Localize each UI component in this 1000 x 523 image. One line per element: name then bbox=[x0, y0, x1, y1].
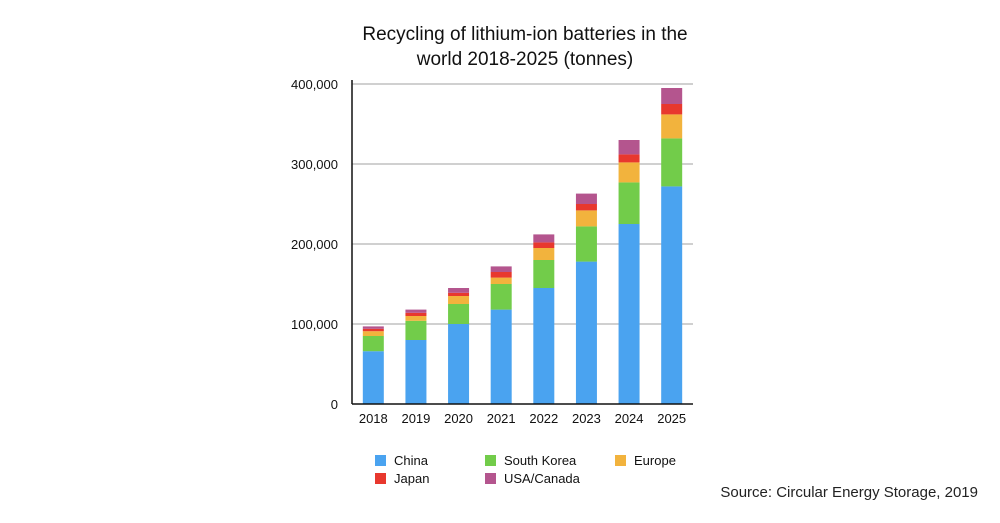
y-tick-label: 100,000 bbox=[291, 317, 338, 332]
bar-usa-canada-2023 bbox=[575, 193, 597, 204]
bar-china-2022 bbox=[533, 288, 555, 404]
bar-europe-2022 bbox=[533, 248, 555, 260]
x-tick-label: 2024 bbox=[615, 411, 644, 426]
x-tick-label: 2022 bbox=[529, 411, 558, 426]
legend-swatch bbox=[485, 472, 496, 484]
bar-japan-2025 bbox=[661, 104, 683, 115]
legend: China South Korea Europe Japan USA/Canada bbox=[375, 452, 705, 486]
bar-south-korea-2021 bbox=[490, 284, 512, 310]
bar-japan-2020 bbox=[448, 292, 470, 296]
bar-japan-2018 bbox=[362, 328, 384, 332]
bar-china-2021 bbox=[490, 309, 512, 404]
bar-china-2023 bbox=[575, 261, 597, 404]
legend-swatch bbox=[615, 454, 626, 466]
legend-item: South Korea bbox=[485, 452, 615, 468]
bar-south-korea-2025 bbox=[661, 138, 683, 187]
bar-usa-canada-2018 bbox=[362, 326, 384, 329]
x-tick-label: 2020 bbox=[444, 411, 473, 426]
x-tick-label: 2023 bbox=[572, 411, 601, 426]
bar-europe-2019 bbox=[405, 316, 427, 321]
bar-china-2018 bbox=[362, 351, 384, 404]
bar-south-korea-2018 bbox=[362, 336, 384, 352]
chart-title: Recycling of lithium-ion batteries in th… bbox=[362, 24, 688, 70]
bar-japan-2022 bbox=[533, 242, 555, 248]
y-tick-label: 0 bbox=[331, 397, 338, 412]
bar-usa-canada-2025 bbox=[661, 88, 683, 104]
legend-swatch bbox=[375, 472, 386, 484]
legend-label: South Korea bbox=[504, 452, 577, 468]
bar-china-2020 bbox=[448, 324, 470, 404]
bar-china-2025 bbox=[661, 186, 683, 404]
bar-south-korea-2022 bbox=[533, 260, 555, 288]
bar-south-korea-2023 bbox=[575, 226, 597, 262]
bar-japan-2024 bbox=[618, 154, 640, 163]
bar-south-korea-2019 bbox=[405, 320, 427, 340]
x-tick-label: 2021 bbox=[487, 411, 516, 426]
bar-usa-canada-2021 bbox=[490, 266, 512, 272]
bar-europe-2024 bbox=[618, 162, 640, 183]
legend-item: Japan bbox=[375, 470, 485, 486]
legend-label: Europe bbox=[634, 452, 676, 468]
y-tick-label: 400,000 bbox=[291, 77, 338, 92]
bar-south-korea-2020 bbox=[448, 304, 470, 324]
bar-europe-2023 bbox=[575, 210, 597, 227]
bar-usa-canada-2019 bbox=[405, 309, 427, 313]
x-tick-label: 2018 bbox=[359, 411, 388, 426]
bar-europe-2018 bbox=[362, 331, 384, 336]
bar-europe-2025 bbox=[661, 114, 683, 139]
y-tick-label: 300,000 bbox=[291, 157, 338, 172]
legend-label: USA/Canada bbox=[504, 470, 580, 486]
legend-swatch bbox=[375, 454, 386, 466]
bar-japan-2021 bbox=[490, 272, 512, 278]
bar-europe-2021 bbox=[490, 277, 512, 284]
bar-china-2024 bbox=[618, 224, 640, 404]
bar-usa-canada-2020 bbox=[448, 288, 470, 293]
y-tick-label: 200,000 bbox=[291, 237, 338, 252]
bar-usa-canada-2022 bbox=[533, 234, 555, 243]
legend-item: USA/Canada bbox=[485, 470, 615, 486]
legend-item: Europe bbox=[615, 452, 705, 468]
legend-swatch bbox=[485, 454, 496, 466]
bar-japan-2023 bbox=[575, 204, 597, 211]
x-tick-label: 2019 bbox=[401, 411, 430, 426]
bar-china-2019 bbox=[405, 340, 427, 404]
legend-label: China bbox=[394, 452, 428, 468]
x-tick-label: 2025 bbox=[657, 411, 686, 426]
legend-item: China bbox=[375, 452, 485, 468]
bar-usa-canada-2024 bbox=[618, 140, 640, 155]
bar-japan-2019 bbox=[405, 312, 427, 316]
source-note: Source: Circular Energy Storage, 2019 bbox=[720, 484, 978, 501]
bar-south-korea-2024 bbox=[618, 182, 640, 224]
legend-label: Japan bbox=[394, 470, 430, 486]
bar-europe-2020 bbox=[448, 296, 470, 304]
